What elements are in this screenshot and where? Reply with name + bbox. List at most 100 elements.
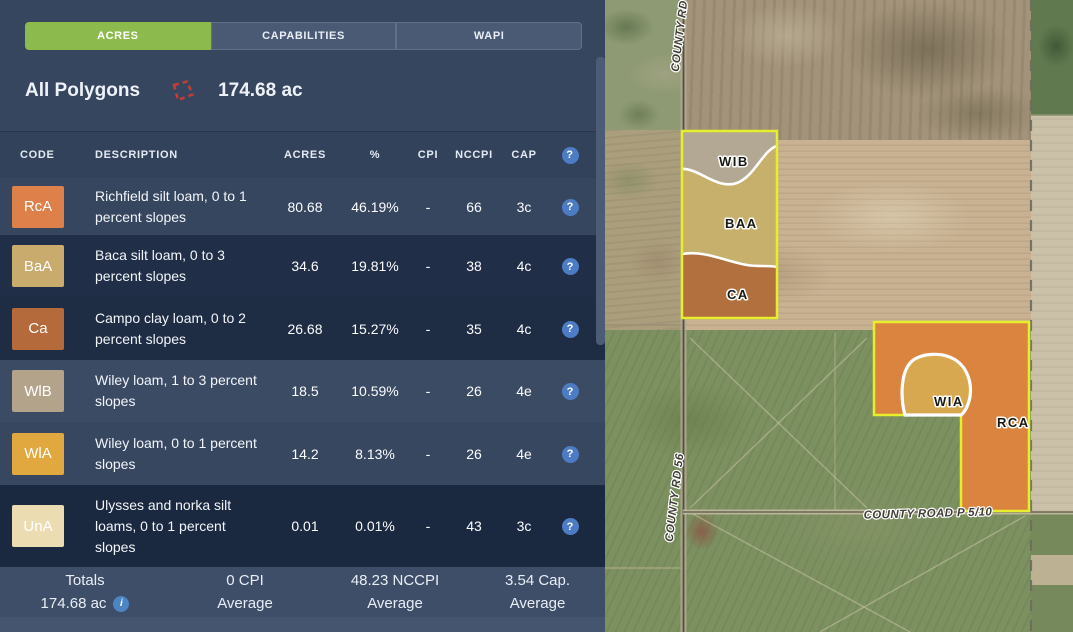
table-row[interactable]: WlA Wiley loam, 0 to 1 percent slopes 14… [0, 422, 605, 485]
cpi-value: - [425, 518, 431, 534]
row-help-icon[interactable]: ? [561, 518, 579, 536]
table-row[interactable]: BaA Baca silt loam, 0 to 3 percent slope… [0, 235, 605, 297]
col-header-acres: ACRES [283, 149, 326, 161]
row-help-icon[interactable]: ? [561, 320, 579, 338]
soil-code-badge: BaA [12, 245, 64, 287]
total-area-value: 174.68 ac [218, 80, 303, 101]
cpi-value: - [425, 320, 431, 337]
acres-value: 80.68 [287, 198, 323, 215]
road-label-county-road-p: COUNTY ROAD P 5/10 [863, 506, 992, 521]
soil-description: Wiley loam, 1 to 3 percent slopes [95, 372, 257, 409]
cap-value: 4c [516, 320, 532, 337]
cpi-average-value: 0 CPI [226, 572, 264, 589]
tab-capabilities[interactable]: CAPABILITIES [210, 22, 397, 50]
field-region [1031, 512, 1073, 555]
col-header-code: CODE [20, 149, 55, 161]
cap-average-value: 3.54 Cap. [504, 572, 571, 589]
nccpi-value: 35 [466, 320, 482, 337]
acres-value: 34.6 [291, 258, 319, 274]
acres-value: 18.5 [291, 383, 319, 399]
cpi-average-label: Average [217, 595, 273, 612]
field-region [1031, 115, 1073, 512]
soil-description: Wiley loam, 0 to 1 percent slopes [95, 434, 257, 472]
field-region [683, 0, 1031, 142]
summary-bar: All Polygons 174.68 ac [25, 78, 303, 104]
percent-value: 19.81% [351, 258, 399, 274]
polygon-icon [172, 80, 194, 102]
col-header-cap: CAP [511, 149, 537, 161]
percent-value: 8.13% [355, 445, 395, 462]
row-help-icon[interactable]: ? [561, 258, 579, 276]
panel-scrollbar[interactable] [596, 57, 605, 345]
tab-acres[interactable]: ACRES [25, 22, 211, 50]
info-icon[interactable]: i [113, 595, 130, 612]
cap-help-icon[interactable]: ? [561, 146, 579, 164]
totals-cpi: 0 CPI Average [170, 567, 320, 617]
map-overlay: WIB BAA CA WIA RCA COUNTY RD 56 COUNTY R… [605, 0, 1073, 632]
cap-value: 4e [516, 445, 532, 462]
table-row[interactable]: Ca Campo clay loam, 0 to 2 percent slope… [0, 297, 605, 360]
cpi-value: - [425, 383, 431, 399]
acres-value: 14.2 [291, 445, 319, 462]
cpi-value: - [425, 198, 431, 215]
polygon-outline [680, 129, 779, 320]
tab-bar: ACRES CAPABILITIES WAPI [25, 22, 583, 50]
field-region [1031, 555, 1073, 585]
zone-label-ca: CA [727, 287, 749, 302]
soil-code-badge: WlA [12, 432, 64, 475]
zone-divider [681, 251, 778, 269]
soil-polygon-right[interactable]: WIA RCA [872, 320, 1031, 513]
zone-wia-fill [900, 352, 973, 417]
zone-label-wib: WIB [719, 154, 749, 169]
nccpi-average-value: 48.23 NCCPI [350, 572, 440, 589]
cap-value: 4e [516, 383, 532, 399]
percent-value: 15.27% [351, 320, 399, 337]
soil-report-panel: ACRES CAPABILITIES WAPI All Polygons 174… [0, 0, 605, 632]
nccpi-value: 38 [466, 258, 482, 274]
table-row[interactable]: RcA Richfield silt loam, 0 to 1 percent … [0, 178, 605, 235]
percent-value: 10.59% [351, 383, 399, 399]
table-row[interactable]: UnA Ulysses and norka silt loams, 0 to 1… [0, 485, 605, 567]
tab-wapi[interactable]: WAPI [396, 22, 583, 50]
soil-description: Campo clay loam, 0 to 2 percent slopes [95, 309, 246, 347]
table-row[interactable]: WlB Wiley loam, 1 to 3 percent slopes 18… [0, 360, 605, 422]
zone-ca-fill [682, 253, 777, 318]
nccpi-value: 43 [466, 518, 482, 534]
cpi-value: - [425, 445, 431, 462]
col-header-description: DESCRIPTION [95, 149, 178, 161]
totals-cap: 3.54 Cap. Average [470, 567, 605, 617]
soil-code-badge: Ca [12, 307, 64, 350]
row-help-icon[interactable]: ? [561, 383, 579, 401]
cpi-value: - [425, 258, 431, 274]
page-title: All Polygons [25, 80, 141, 101]
table-header: CODE DESCRIPTION ACRES % CPI NCCPI CAP ? [0, 131, 605, 178]
field-region [1031, 0, 1073, 115]
polygon-outline [872, 320, 1031, 513]
percent-value: 46.19% [351, 198, 399, 215]
cap-value: 4c [516, 258, 532, 274]
next-section-strip [0, 617, 605, 632]
field-region [605, 130, 685, 332]
field-region [1031, 585, 1073, 632]
totals-nccpi: 48.23 NCCPI Average [320, 567, 470, 617]
soil-table: CODE DESCRIPTION ACRES % CPI NCCPI CAP ?… [0, 131, 605, 567]
soil-code-badge: UnA [12, 505, 64, 547]
field-tracks [605, 332, 1026, 632]
percent-value: 0.01% [355, 518, 395, 534]
totals-label: Totals [65, 572, 105, 589]
row-help-icon[interactable]: ? [561, 198, 579, 216]
soil-polygon-left[interactable]: WIB BAA CA [680, 129, 779, 320]
nccpi-average-label: Average [367, 595, 423, 612]
dirt-patch [685, 512, 719, 550]
totals-area-value: 174.68 ac [40, 595, 107, 612]
cap-average-label: Average [509, 595, 566, 612]
soil-description: Richfield silt loam, 0 to 1 percent slop… [95, 187, 247, 225]
nccpi-value: 26 [466, 445, 482, 462]
nccpi-value: 26 [466, 383, 482, 399]
totals-area: Totals 174.68 ac i [0, 567, 170, 617]
col-header-percent: % [369, 149, 381, 161]
satellite-map[interactable]: WIB BAA CA WIA RCA COUNTY RD 56 COUNTY R… [605, 0, 1073, 632]
row-help-icon[interactable]: ? [561, 445, 579, 463]
nccpi-value: 66 [466, 198, 482, 215]
